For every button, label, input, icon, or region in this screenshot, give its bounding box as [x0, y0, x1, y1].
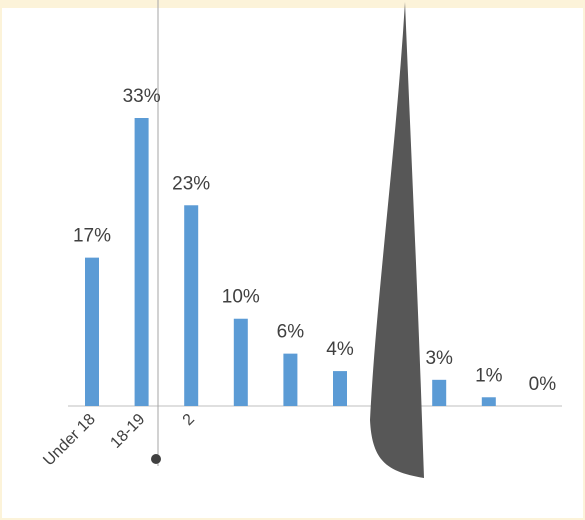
- data-label: 33%: [123, 86, 161, 107]
- occluding-shape: [370, 2, 424, 478]
- bar: [85, 257, 99, 406]
- data-label: 23%: [172, 173, 210, 194]
- data-label: 17%: [73, 226, 111, 247]
- bar: [134, 118, 149, 406]
- data-label: 6%: [277, 322, 305, 343]
- bar: [481, 397, 496, 406]
- bar: [432, 379, 447, 406]
- bar: [184, 205, 199, 406]
- bar: [283, 353, 298, 406]
- data-label: 10%: [222, 287, 260, 308]
- data-label: 1%: [475, 365, 503, 386]
- bar: [333, 371, 347, 406]
- occluding-blob: [151, 454, 161, 464]
- data-label: 0%: [529, 374, 557, 395]
- data-label: 4%: [326, 339, 354, 360]
- bar: [233, 318, 248, 406]
- data-label: 3%: [425, 348, 453, 369]
